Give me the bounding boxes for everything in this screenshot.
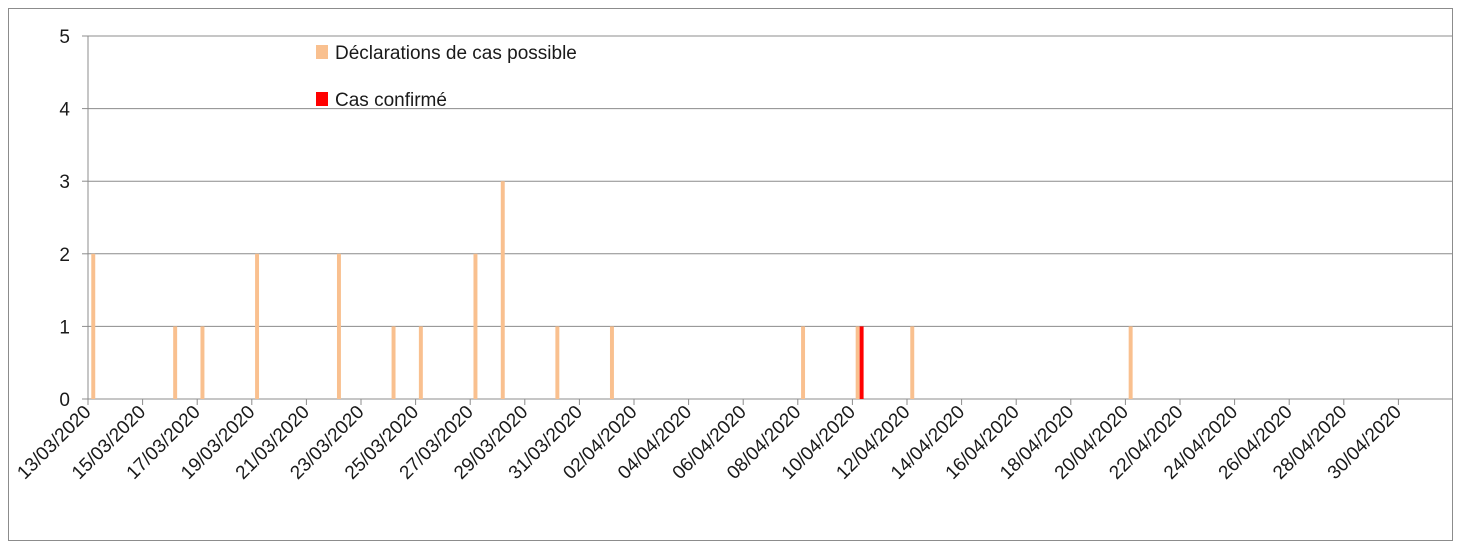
legend: Déclarations de cas possible Cas confirm… <box>316 43 577 111</box>
bar-possible <box>255 253 260 399</box>
bar-possible <box>855 326 860 399</box>
y-tick-label: 0 <box>59 390 70 411</box>
bar-possible <box>200 326 205 399</box>
bar-possible <box>500 181 505 399</box>
axes <box>82 35 1453 405</box>
y-tick-label: 3 <box>59 172 70 193</box>
x-tick-labels: 13/03/202015/03/202017/03/202019/03/2020… <box>13 402 1405 484</box>
y-tick-labels: 0 1 2 3 4 5 <box>59 27 70 411</box>
y-tick-label: 4 <box>59 100 70 121</box>
legend-swatch-possible <box>316 45 328 59</box>
legend-swatch-confirmed <box>316 92 328 106</box>
bar-possible <box>1128 326 1133 399</box>
bar-possible <box>173 326 178 399</box>
gridlines <box>88 35 1453 327</box>
bar-possible <box>910 326 915 399</box>
bar-possible <box>555 326 560 399</box>
legend-item-possible: Déclarations de cas possible <box>316 43 577 64</box>
y-tick-label: 2 <box>59 245 70 266</box>
y-tick-label: 5 <box>59 27 70 48</box>
bar-confirmed <box>859 326 864 399</box>
chart-frame <box>8 8 1453 541</box>
legend-item-confirmed: Cas confirmé <box>316 90 447 111</box>
bar-possible <box>609 326 614 399</box>
bar-possible <box>801 326 806 399</box>
bar-possible <box>418 326 423 399</box>
bar-possible <box>336 253 341 399</box>
legend-label-possible: Déclarations de cas possible <box>335 43 577 64</box>
legend-label-confirmed: Cas confirmé <box>335 90 447 111</box>
bar-possible <box>391 326 396 399</box>
bars <box>91 181 1133 399</box>
bar-possible <box>91 253 96 399</box>
y-tick-label: 1 <box>59 317 70 338</box>
bar-possible <box>473 253 478 399</box>
